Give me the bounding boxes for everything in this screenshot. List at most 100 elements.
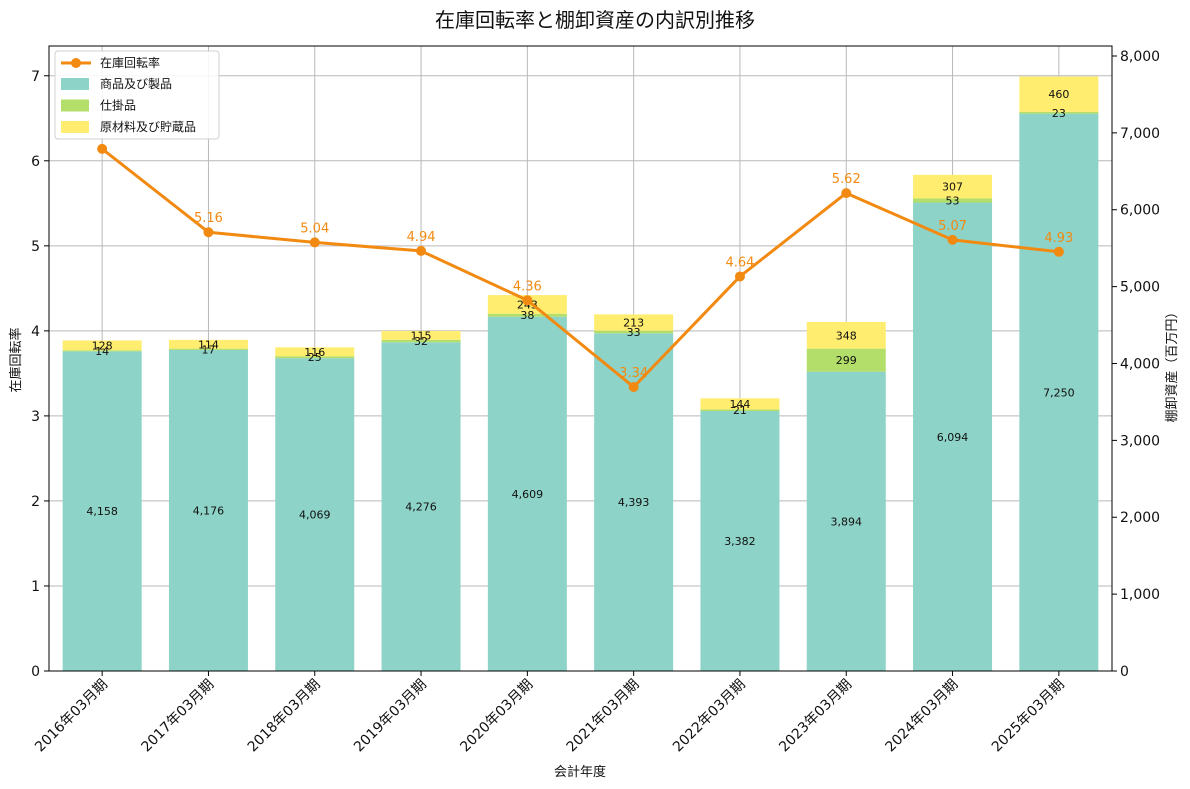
y-axis-left-label: 在庫回転率 <box>8 327 24 392</box>
rate-point <box>628 381 639 392</box>
legend-swatch <box>61 78 89 90</box>
bar-segment <box>1019 76 1099 112</box>
bar-value-label: 115 <box>411 329 432 342</box>
y-left-tick-label: 0 <box>31 664 40 680</box>
rate-point <box>734 271 745 282</box>
rate-line <box>101 147 1060 389</box>
rate-point <box>309 237 320 248</box>
bar-value-label: 33 <box>627 326 641 339</box>
legend-line-marker <box>71 58 81 68</box>
x-tick-label: 2018年03月期 <box>245 677 324 756</box>
bars <box>62 76 1099 672</box>
rate-point <box>522 295 533 306</box>
y-right-tick-label: 6,000 <box>1120 203 1160 219</box>
bar-value-label: 38 <box>520 309 534 322</box>
bar-value-label: 213 <box>623 317 644 330</box>
bar-segment <box>381 339 461 343</box>
rate-point <box>947 234 958 245</box>
x-tick-label: 2020年03月期 <box>457 677 536 756</box>
bar-value-label: 21 <box>733 404 747 417</box>
legend-swatch <box>61 99 89 112</box>
bar-value-label: 116 <box>304 346 325 359</box>
y-left-tick-label: 2 <box>31 494 40 510</box>
bar-value-label: 460 <box>1048 88 1069 101</box>
bar-segment <box>1019 113 1099 671</box>
legend-label: 在庫回転率 <box>100 55 160 70</box>
x-tick-label: 2021年03月期 <box>564 677 643 756</box>
y-right-tick-label: 3,000 <box>1120 433 1160 449</box>
bar-value-label: 299 <box>836 354 857 367</box>
rate-value-label: 4.36 <box>513 279 542 294</box>
bar-segment <box>168 349 248 671</box>
y-axis-right-label: 棚卸資産（百万円） <box>1164 305 1180 422</box>
x-tick-label: 2025年03月期 <box>989 677 1068 756</box>
bar-value-label: 4,158 <box>86 505 118 518</box>
bar-value-label: 348 <box>836 329 857 342</box>
bar-segment <box>62 340 142 351</box>
rate-point <box>203 227 214 238</box>
bar-value-label: 4,609 <box>512 488 544 501</box>
y-right-tick-label: 8,000 <box>1120 49 1160 65</box>
legend-label: 原材料及び貯蔵品 <box>100 120 196 134</box>
bar-segment <box>700 409 780 412</box>
bar-value-label: 144 <box>729 398 750 411</box>
bar-segment <box>594 314 674 331</box>
x-tick-label: 2019年03月期 <box>351 677 430 756</box>
bar-segment <box>806 321 886 349</box>
bar-value-label: 32 <box>414 335 428 348</box>
bar-segment <box>275 356 355 359</box>
rate-point <box>97 143 108 154</box>
bar-value-label: 4,276 <box>405 501 437 514</box>
bar-segment <box>487 313 567 317</box>
legend-box <box>54 50 220 140</box>
bar-value-label: 114 <box>198 338 219 351</box>
bar-value-label: 25 <box>308 351 322 364</box>
x-tick-label: 2022年03月期 <box>670 677 749 756</box>
y-right-tick-label: 1,000 <box>1120 587 1160 603</box>
bar-value-label: 6,094 <box>937 431 969 444</box>
y-left-tick-label: 1 <box>31 579 40 595</box>
rate-value-label: 5.16 <box>194 211 223 226</box>
chart-title: 在庫回転率と棚卸資産の内訳別推移 <box>435 8 755 32</box>
bar-segment <box>275 358 355 671</box>
legend-label: 仕掛品 <box>100 98 136 113</box>
bar-segment <box>700 398 780 410</box>
bar-value-label: 4,176 <box>193 504 225 517</box>
y-axis-right: 0 1,000 2,000 3,000 4,000 5,000 6,000 7,000 8,00… <box>1112 49 1160 680</box>
rate-point <box>416 245 427 256</box>
bar-segment <box>913 202 993 672</box>
y-left-tick-label: 3 <box>31 409 40 425</box>
x-tick-label: 2023年03月期 <box>776 677 855 756</box>
bar-value-label: 3,894 <box>831 515 863 528</box>
rate-point <box>841 188 852 199</box>
bar-segment <box>168 348 248 350</box>
rate-value-label: 4.93 <box>1044 231 1073 246</box>
bar-segment <box>62 351 142 671</box>
bar-value-label: 128 <box>92 339 113 352</box>
bar-value-label: 53 <box>946 194 960 207</box>
bar-segment <box>700 411 780 671</box>
y-right-tick-label: 7,000 <box>1120 126 1160 142</box>
bar-segment <box>913 198 993 203</box>
y-left-tick-label: 7 <box>31 69 40 85</box>
bar-value-label: 17 <box>201 343 215 356</box>
x-axis: 2016年03月期 2017年03月期 2018年03月期 2019年03月期 2020… <box>32 671 1068 755</box>
bar-value-label: 4,069 <box>299 509 331 522</box>
rate-point <box>1053 246 1064 257</box>
y-left-tick-label: 4 <box>31 324 40 340</box>
y-right-tick-label: 0 <box>1120 664 1129 680</box>
rate-value-label: 4.64 <box>725 255 754 270</box>
bar-segment <box>594 330 674 334</box>
rate-value-label: 5.04 <box>300 221 329 236</box>
y-left-tick-label: 5 <box>31 239 40 255</box>
rate-line-layer: 5.16 5.04 4.94 4.36 3.34 4.64 5.62 5.07 4.93 <box>97 143 1073 392</box>
bar-value-label: 307 <box>942 181 963 194</box>
bar-segment <box>62 350 142 352</box>
legend-swatch <box>61 121 89 133</box>
bar-segment <box>168 339 248 349</box>
rate-value-label: 5.62 <box>832 172 861 187</box>
x-tick-label: 2024年03月期 <box>883 677 962 756</box>
